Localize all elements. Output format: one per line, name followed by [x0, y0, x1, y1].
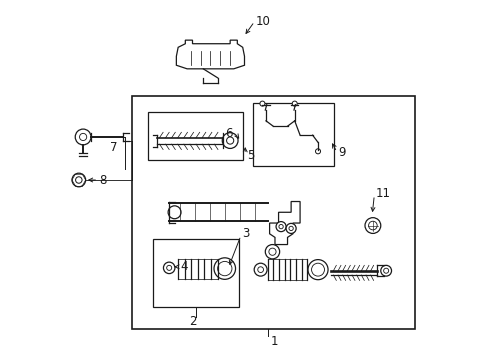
Circle shape [163, 262, 175, 274]
Circle shape [222, 133, 238, 148]
Circle shape [72, 173, 85, 187]
Text: 3: 3 [242, 227, 249, 240]
Text: 9: 9 [338, 145, 345, 158]
Text: 11: 11 [375, 187, 390, 200]
Circle shape [226, 137, 233, 144]
Circle shape [260, 101, 264, 106]
Circle shape [368, 221, 376, 230]
Circle shape [383, 268, 388, 273]
Text: 1: 1 [270, 335, 277, 348]
Text: 2: 2 [188, 315, 196, 328]
Circle shape [75, 129, 91, 145]
Circle shape [292, 101, 297, 106]
Circle shape [276, 222, 285, 231]
Circle shape [214, 258, 235, 279]
Circle shape [311, 263, 324, 276]
Text: 4: 4 [180, 260, 187, 273]
Circle shape [307, 260, 327, 280]
Text: 8: 8 [100, 174, 107, 186]
Circle shape [288, 226, 293, 230]
Text: 10: 10 [255, 15, 270, 28]
Bar [153, 239, 239, 307]
Circle shape [364, 218, 380, 233]
Circle shape [278, 225, 283, 229]
Text: 7: 7 [110, 141, 117, 154]
Bar [147, 112, 242, 160]
Circle shape [315, 149, 320, 154]
Bar [131, 96, 414, 329]
Circle shape [257, 267, 263, 273]
Circle shape [254, 263, 266, 276]
Circle shape [380, 265, 391, 276]
Text: 6: 6 [225, 127, 233, 140]
Circle shape [265, 244, 279, 259]
Bar [253, 103, 333, 166]
Circle shape [217, 261, 231, 276]
Circle shape [268, 248, 276, 255]
Circle shape [166, 265, 171, 270]
Circle shape [285, 224, 296, 233]
Circle shape [168, 206, 181, 219]
Circle shape [76, 177, 82, 183]
Circle shape [80, 134, 86, 140]
Text: 5: 5 [246, 149, 254, 162]
